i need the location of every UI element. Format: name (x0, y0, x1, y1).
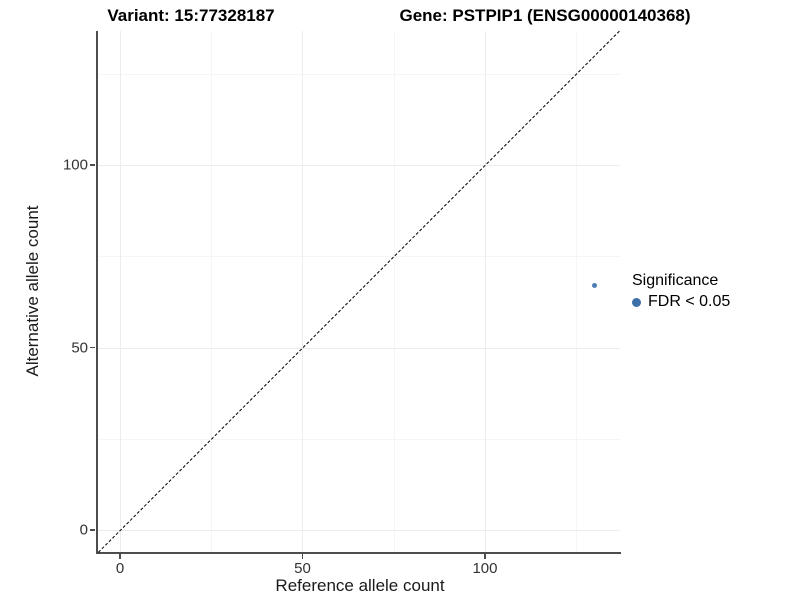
y-tick-mark (90, 529, 95, 531)
y-tick-mark (90, 346, 95, 349)
y-tick-label: 0 (79, 521, 88, 539)
gridline-major-vertical (302, 31, 304, 552)
gridline-major-vertical (119, 31, 121, 552)
y-tick-label: 50 (71, 339, 88, 357)
gridline-major-vertical (484, 31, 486, 552)
x-axis-label: Reference allele count (275, 576, 445, 595)
x-tick-label: 100 (472, 560, 498, 577)
identity-line (98, 31, 620, 553)
gridline-minor-vertical (576, 31, 578, 552)
legend: Significance FDR < 0.05 (632, 272, 730, 311)
x-axis-line (95, 552, 621, 554)
x-tick-mark (119, 554, 121, 559)
y-tick-mark (90, 164, 95, 166)
legend-title: Significance (632, 272, 719, 289)
gridline-major-horizontal (97, 530, 620, 532)
gridline-minor-vertical (393, 31, 395, 552)
legend-dot-icon (632, 297, 641, 307)
gridline-minor-horizontal (97, 256, 620, 258)
legend-item-label: FDR < 0.05 (648, 293, 731, 310)
x-tick-mark (301, 554, 304, 559)
variant-title: Variant: 15:77328187 (107, 6, 275, 25)
x-tick-label: 50 (294, 560, 311, 577)
gridline-major-horizontal (97, 164, 620, 166)
gridline-minor-horizontal (97, 73, 620, 75)
gridline-major-horizontal (97, 347, 620, 349)
x-tick-label: 0 (115, 560, 125, 577)
gene-title: Gene: PSTPIP1 (ENSG00000140368) (399, 6, 691, 25)
data-point (591, 282, 597, 288)
y-axis-label: Alternative allele count (23, 205, 42, 377)
legend-item: FDR < 0.05 (632, 293, 730, 311)
x-tick-mark (484, 554, 486, 559)
y-axis-line (95, 31, 98, 554)
gridline-minor-vertical (211, 31, 213, 552)
gridline-minor-horizontal (97, 438, 620, 440)
y-tick-label: 100 (62, 156, 88, 174)
